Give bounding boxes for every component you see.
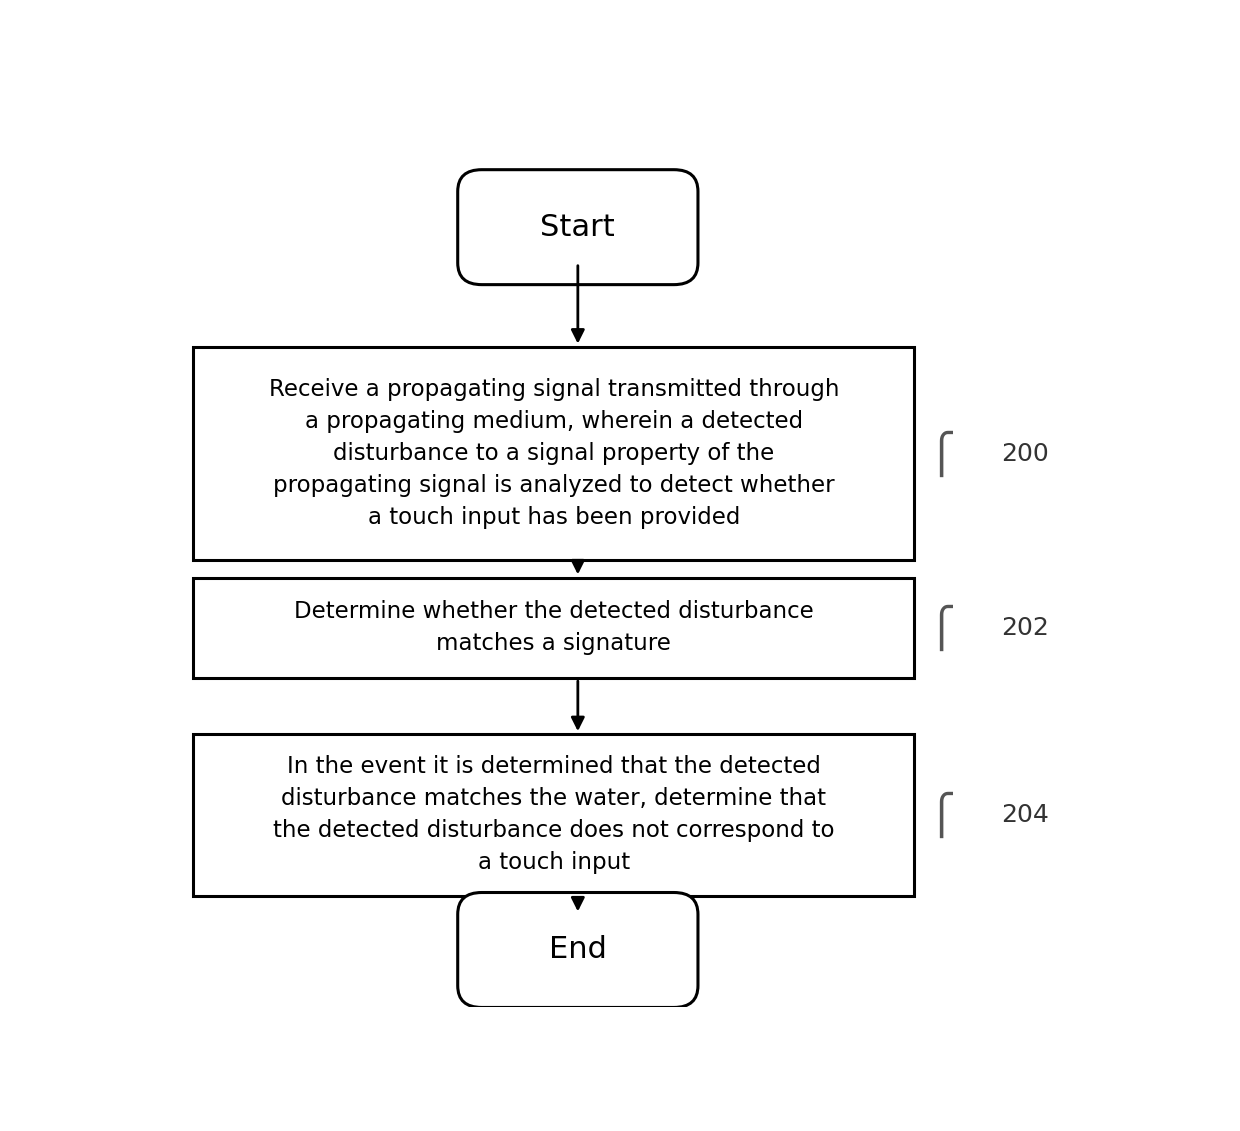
Text: 204: 204 xyxy=(1001,803,1049,827)
FancyBboxPatch shape xyxy=(458,892,698,1008)
Text: End: End xyxy=(549,935,606,965)
Bar xyxy=(193,347,914,560)
Text: Start: Start xyxy=(541,213,615,242)
Text: Receive a propagating signal transmitted through
a propagating medium, wherein a: Receive a propagating signal transmitted… xyxy=(269,378,839,529)
Text: ⎧: ⎧ xyxy=(926,431,955,477)
Text: 202: 202 xyxy=(1001,615,1049,640)
Text: Determine whether the detected disturbance
matches a signature: Determine whether the detected disturban… xyxy=(294,601,813,655)
Bar xyxy=(193,734,914,896)
Bar xyxy=(193,578,914,677)
Text: 200: 200 xyxy=(1001,441,1049,466)
Text: In the event it is determined that the detected
disturbance matches the water, d: In the event it is determined that the d… xyxy=(273,756,835,874)
Text: ⎧: ⎧ xyxy=(926,792,955,838)
FancyBboxPatch shape xyxy=(458,170,698,285)
Text: ⎧: ⎧ xyxy=(926,605,955,651)
